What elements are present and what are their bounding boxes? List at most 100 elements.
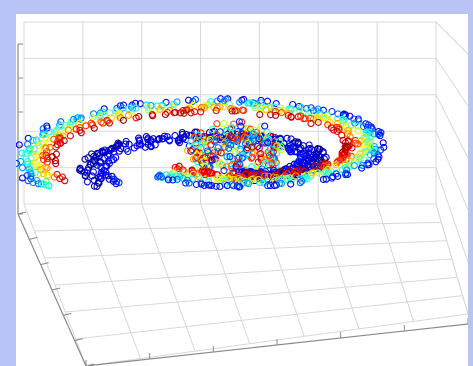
scatter-point xyxy=(313,115,321,123)
scatter-point xyxy=(187,147,195,155)
scatter-point xyxy=(120,101,128,109)
scatter-point xyxy=(18,174,27,182)
scatter-point xyxy=(82,122,90,130)
scatter-point xyxy=(239,179,248,187)
scatter-point xyxy=(193,141,201,149)
scatter-point xyxy=(352,155,360,163)
scatter-point xyxy=(93,182,101,190)
scatter-point xyxy=(299,115,308,123)
scatter-point xyxy=(275,106,283,115)
scatter-point xyxy=(374,130,382,138)
scatter-point xyxy=(255,144,263,152)
scatter-point xyxy=(22,150,30,158)
scatter-point xyxy=(34,180,42,188)
scatter-3d-plot[interactable] xyxy=(16,14,468,366)
scatter-point xyxy=(16,141,23,149)
scatter-point xyxy=(345,156,353,165)
scatter-point xyxy=(215,175,223,183)
scatter-point xyxy=(201,171,209,179)
scatter-point xyxy=(225,144,233,152)
scatter-point xyxy=(278,108,286,117)
y-axis-tick xyxy=(17,211,27,215)
scatter-point xyxy=(314,118,322,126)
scatter-point xyxy=(261,139,269,147)
scatter-point xyxy=(154,173,162,181)
scatter-point xyxy=(89,168,97,176)
scatter-point xyxy=(207,141,215,149)
scatter-point xyxy=(333,127,341,135)
scatter-point xyxy=(130,144,138,152)
scatter-point xyxy=(17,157,25,165)
scatter-point xyxy=(132,104,140,112)
scatter-point xyxy=(177,109,185,117)
scatter-point xyxy=(346,133,354,141)
scatter-point xyxy=(72,125,80,133)
scatter-marks xyxy=(16,95,388,191)
scatter-point xyxy=(57,118,65,126)
scatter-point xyxy=(189,97,197,105)
scatter-point xyxy=(256,178,264,187)
scatter-point xyxy=(231,147,239,155)
scatter-point xyxy=(141,143,149,151)
scatter-point xyxy=(220,120,228,128)
scatter-point xyxy=(185,179,193,187)
scatter-point xyxy=(18,149,26,157)
scatter-point xyxy=(43,164,51,172)
grid-layer xyxy=(17,21,468,366)
scatter-point xyxy=(309,107,317,115)
scatter-point xyxy=(252,162,260,170)
scatter-point xyxy=(191,108,199,116)
scatter-point xyxy=(61,121,69,129)
scatter-point xyxy=(261,122,269,130)
scatter-point xyxy=(112,180,120,188)
scatter-point xyxy=(149,112,157,120)
scatter-point xyxy=(56,121,64,129)
scatter-point xyxy=(175,139,184,147)
scatter-point xyxy=(42,144,50,152)
scatter-point xyxy=(348,144,356,152)
scatter-point xyxy=(43,124,51,132)
scatter-point xyxy=(354,122,362,130)
scatter-point xyxy=(44,173,52,181)
scatter-point xyxy=(213,120,221,128)
scatter-point xyxy=(144,103,152,111)
scatter-point xyxy=(233,135,241,143)
y-axis-tick xyxy=(29,236,38,240)
scatter-point xyxy=(104,172,112,180)
scatter-point xyxy=(43,155,52,163)
scatter-point xyxy=(269,173,278,181)
scatter-point xyxy=(18,164,27,172)
scatter-point xyxy=(119,116,127,124)
scatter-point xyxy=(170,100,178,108)
scatter-point xyxy=(257,99,265,107)
scatter-point xyxy=(277,143,285,151)
grid-line xyxy=(65,276,458,313)
scatter-point xyxy=(16,159,21,167)
scatter-point xyxy=(298,177,306,185)
scatter-point xyxy=(173,175,181,183)
scatter-point xyxy=(51,157,59,165)
scatter-point xyxy=(88,172,96,180)
scatter-point xyxy=(207,155,215,164)
scatter-point xyxy=(287,180,295,188)
scatter-point xyxy=(200,103,209,112)
grid-line xyxy=(34,221,442,232)
scatter-point xyxy=(262,106,270,114)
scatter-point xyxy=(205,169,213,178)
scatter-point xyxy=(189,168,198,176)
scatter-point xyxy=(359,123,367,131)
scatter-point xyxy=(121,140,130,148)
scatter-point xyxy=(81,172,89,180)
scatter-point xyxy=(322,153,330,161)
scatter-point xyxy=(164,176,172,184)
scatter-point xyxy=(216,128,224,136)
scatter-point xyxy=(57,139,65,147)
scatter-point xyxy=(132,114,140,122)
scatter-point xyxy=(261,159,269,168)
scatter-point xyxy=(223,153,231,161)
scatter-point xyxy=(260,156,268,164)
scatter-point xyxy=(287,148,295,156)
scatter-point xyxy=(350,162,358,170)
scatter-point xyxy=(327,124,335,132)
scatter-point xyxy=(240,106,248,115)
